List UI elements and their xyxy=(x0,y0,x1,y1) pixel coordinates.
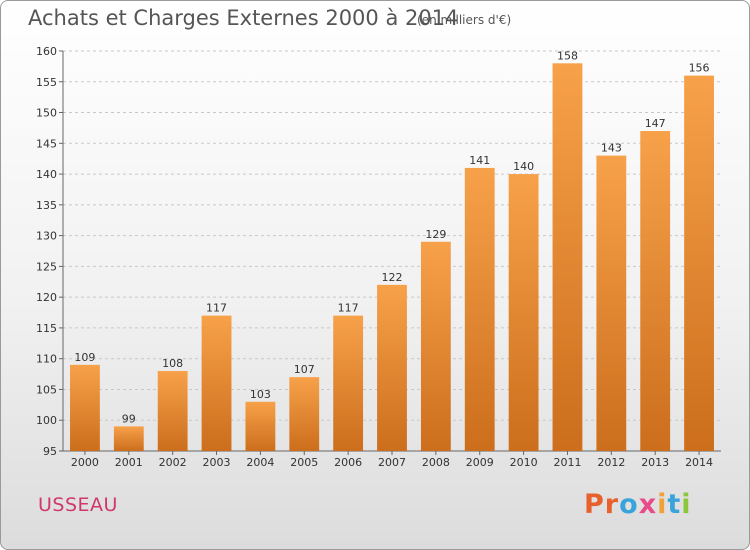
x-tick-label: 2005 xyxy=(290,456,318,469)
bar xyxy=(113,426,144,451)
x-tick-label: 2014 xyxy=(685,456,713,469)
y-tick-label: 110 xyxy=(36,353,57,366)
x-tick-label: 2001 xyxy=(115,456,143,469)
bar xyxy=(157,371,188,451)
bar-value-label: 141 xyxy=(469,154,490,167)
y-tick-label: 100 xyxy=(36,414,57,427)
bar-value-label: 117 xyxy=(206,302,227,315)
x-tick-label: 2013 xyxy=(641,456,669,469)
bar-value-label: 107 xyxy=(294,363,315,376)
y-tick-label: 125 xyxy=(36,260,57,273)
y-tick-label: 115 xyxy=(36,322,57,335)
x-tick-label: 2002 xyxy=(159,456,187,469)
bar xyxy=(201,315,232,451)
bar xyxy=(289,377,320,451)
bar xyxy=(596,155,627,451)
bar-value-label: 147 xyxy=(645,117,666,130)
bar-value-label: 140 xyxy=(513,160,534,173)
y-tick-label: 150 xyxy=(36,107,57,120)
y-tick-label: 155 xyxy=(36,76,57,89)
logo-letter: P xyxy=(584,489,605,520)
bar xyxy=(377,284,407,451)
bar-value-label: 158 xyxy=(557,49,578,62)
x-tick-label: 2007 xyxy=(378,456,406,469)
bar xyxy=(245,401,276,451)
bar-value-label: 117 xyxy=(338,302,359,315)
bar xyxy=(333,315,364,451)
bar-value-label: 156 xyxy=(689,62,710,75)
x-tick-label: 2011 xyxy=(553,456,581,469)
x-tick-label: 2008 xyxy=(422,456,450,469)
bar-value-label: 129 xyxy=(425,228,446,241)
logo-letter: t xyxy=(667,489,682,520)
x-tick-label: 2000 xyxy=(71,456,99,469)
bar xyxy=(508,174,539,452)
bar-value-label: 99 xyxy=(122,412,136,425)
y-tick-label: 95 xyxy=(43,445,57,458)
logo-letter: r xyxy=(604,489,620,520)
bar-value-label: 109 xyxy=(74,351,95,364)
commune-name: USSEAU xyxy=(38,494,118,516)
y-tick-label: 140 xyxy=(36,168,57,181)
x-tick-label: 2009 xyxy=(466,456,494,469)
logo-letter: x xyxy=(638,489,658,520)
bar xyxy=(70,364,100,451)
logo-letter: i xyxy=(657,489,668,520)
bar-value-label: 143 xyxy=(601,142,622,155)
y-tick-label: 120 xyxy=(36,291,57,304)
y-tick-label: 145 xyxy=(36,137,57,150)
y-tick-label: 105 xyxy=(36,383,57,396)
y-tick-label: 135 xyxy=(36,199,57,212)
proxiti-logo[interactable]: Proxiti xyxy=(584,489,692,520)
chart-unit-label: (en milliers d'€) xyxy=(417,13,512,27)
y-tick-label: 160 xyxy=(36,45,57,58)
x-tick-label: 2010 xyxy=(510,456,538,469)
bar xyxy=(464,167,495,451)
bar-value-label: 122 xyxy=(382,271,403,284)
chart-title: Achats et Charges Externes 2000 à 2014 xyxy=(28,6,459,30)
x-tick-label: 2004 xyxy=(246,456,274,469)
bar-value-label: 103 xyxy=(250,388,271,401)
bar-value-label: 108 xyxy=(162,357,183,370)
bar xyxy=(420,241,451,451)
logo-letter: i xyxy=(681,489,692,520)
x-tick-label: 2003 xyxy=(203,456,231,469)
bar xyxy=(640,131,671,451)
x-tick-label: 2006 xyxy=(334,456,362,469)
logo-letter: o xyxy=(619,489,639,520)
bar xyxy=(684,75,714,451)
y-tick-label: 130 xyxy=(36,230,57,243)
x-tick-label: 2012 xyxy=(597,456,625,469)
bar xyxy=(552,63,583,452)
